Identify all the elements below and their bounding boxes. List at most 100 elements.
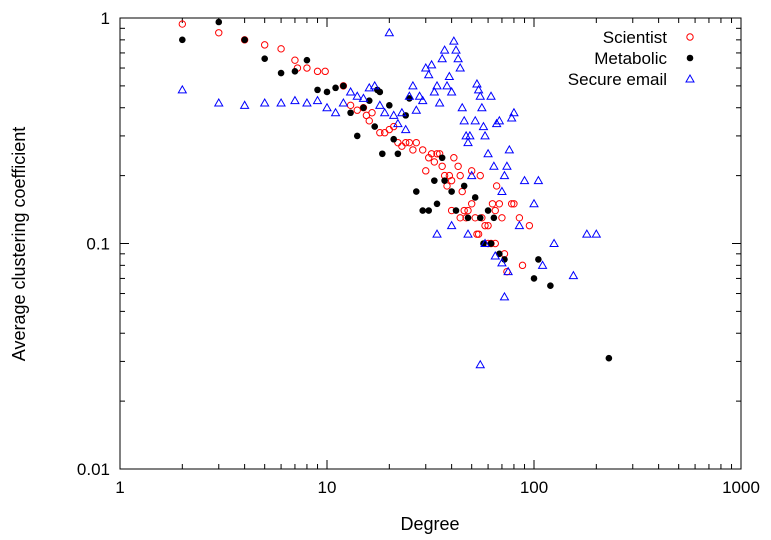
legend-label: Metabolic xyxy=(594,49,667,68)
data-point xyxy=(398,142,406,150)
legend: Scientist Metabolic Secure email xyxy=(568,28,695,89)
y-tick-label: 0.1 xyxy=(86,235,110,254)
data-point xyxy=(475,91,486,100)
data-point xyxy=(447,176,456,185)
data-point xyxy=(471,194,479,201)
data-point xyxy=(533,175,544,185)
data-point xyxy=(432,80,442,90)
data-point xyxy=(535,256,542,263)
data-point xyxy=(360,104,367,112)
data-point xyxy=(519,175,530,185)
data-point xyxy=(456,171,464,180)
data-point xyxy=(429,86,440,96)
data-point xyxy=(330,107,341,117)
data-point xyxy=(376,88,384,96)
data-point xyxy=(322,102,332,112)
data-point xyxy=(259,97,270,107)
data-point xyxy=(456,214,464,222)
data-point xyxy=(463,229,473,238)
data-point xyxy=(426,59,437,69)
data-point xyxy=(486,91,496,100)
series-metabolic xyxy=(179,18,613,362)
data-point xyxy=(441,177,448,184)
data-point xyxy=(438,162,446,170)
data-point xyxy=(476,214,484,222)
data-point xyxy=(303,64,311,72)
data-point xyxy=(408,80,418,90)
data-point xyxy=(338,97,349,107)
data-point xyxy=(321,67,329,76)
data-point xyxy=(404,91,415,100)
y-axis-label: Average clustering coefficient xyxy=(9,127,29,361)
data-point xyxy=(467,200,476,208)
data-point xyxy=(277,69,285,77)
data-point xyxy=(405,138,414,147)
data-point xyxy=(498,214,506,222)
data-point xyxy=(502,161,512,170)
data-point xyxy=(499,170,510,180)
data-point xyxy=(340,82,347,90)
data-point xyxy=(332,84,339,92)
data-point xyxy=(276,97,286,107)
data-point xyxy=(467,167,476,175)
data-point xyxy=(492,182,501,190)
data-point xyxy=(480,130,490,140)
x-tick-label: 1 xyxy=(115,478,124,497)
data-point xyxy=(448,188,455,195)
data-point xyxy=(464,206,472,215)
data-point xyxy=(432,229,442,238)
data-point xyxy=(446,220,457,230)
data-point xyxy=(484,221,492,230)
data-point xyxy=(504,144,515,154)
x-axis-label: Degree xyxy=(400,514,459,534)
data-point xyxy=(466,170,477,180)
data-point xyxy=(463,137,473,147)
data-point xyxy=(470,115,481,125)
data-point xyxy=(525,221,534,230)
data-point xyxy=(433,200,441,208)
data-point xyxy=(455,63,466,72)
data-point xyxy=(353,132,361,140)
data-point xyxy=(303,56,311,64)
data-point xyxy=(568,270,579,280)
axis-ticks xyxy=(119,18,741,470)
data-point xyxy=(423,69,434,79)
data-point xyxy=(510,200,518,208)
legend-label: Secure email xyxy=(568,70,667,89)
data-point xyxy=(475,359,486,369)
data-point xyxy=(291,68,299,75)
data-point xyxy=(346,101,355,110)
data-point xyxy=(347,109,354,117)
data-point xyxy=(314,86,321,94)
data-point xyxy=(489,161,499,170)
data-point xyxy=(393,118,403,128)
data-point xyxy=(499,291,510,301)
data-point xyxy=(409,146,417,154)
data-point xyxy=(473,84,484,94)
data-point xyxy=(358,93,369,102)
data-point xyxy=(459,115,470,125)
data-point xyxy=(379,107,390,117)
data-point xyxy=(312,95,323,105)
data-point xyxy=(213,97,224,107)
data-point xyxy=(368,109,376,117)
data-point xyxy=(490,214,498,222)
data-point xyxy=(425,207,433,214)
data-point xyxy=(402,138,410,147)
data-point xyxy=(496,250,503,258)
y-tick-label: 0.01 xyxy=(77,460,110,479)
data-point xyxy=(437,53,448,63)
data-point xyxy=(465,130,475,140)
data-point xyxy=(491,206,499,215)
legend-marker-metabolic xyxy=(686,54,694,62)
data-point xyxy=(509,107,519,117)
data-point xyxy=(313,67,322,76)
data-point xyxy=(369,80,380,90)
data-point xyxy=(400,124,411,134)
data-point xyxy=(452,207,460,214)
data-point xyxy=(495,200,504,208)
data-point xyxy=(397,107,407,117)
data-point xyxy=(457,102,468,112)
legend-label: Scientist xyxy=(603,28,668,47)
